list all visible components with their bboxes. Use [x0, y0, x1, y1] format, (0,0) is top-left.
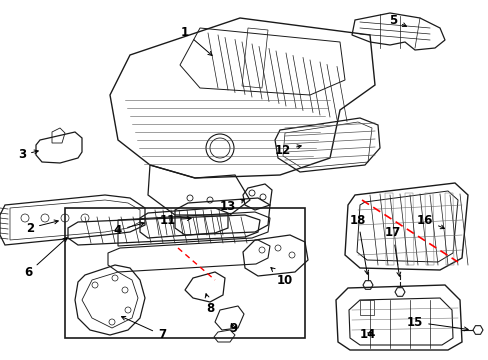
Text: 2: 2 [26, 220, 58, 234]
Text: 4: 4 [114, 222, 144, 237]
Text: 6: 6 [24, 238, 67, 279]
Text: 14: 14 [359, 328, 375, 342]
Text: 8: 8 [205, 294, 214, 315]
Text: 10: 10 [270, 267, 292, 287]
Text: 18: 18 [349, 213, 368, 274]
Text: 13: 13 [220, 199, 244, 213]
Text: 12: 12 [274, 144, 301, 157]
Text: 15: 15 [406, 315, 467, 331]
Text: 17: 17 [384, 226, 400, 276]
Text: 16: 16 [416, 213, 444, 229]
Text: 5: 5 [388, 13, 406, 27]
Text: 9: 9 [228, 321, 237, 334]
Text: 3: 3 [18, 148, 38, 162]
Bar [65, 208, 305, 338]
Text: 7: 7 [122, 316, 166, 342]
Text: 1: 1 [181, 26, 212, 55]
Text: 11: 11 [160, 213, 191, 226]
